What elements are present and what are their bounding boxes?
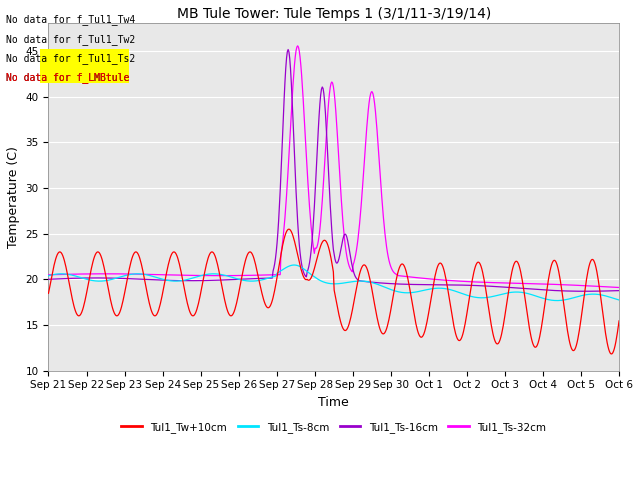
Text: No data for f_Tul1_Tw4: No data for f_Tul1_Tw4 bbox=[6, 14, 136, 25]
Text: No data for f_Tul1_Tw2: No data for f_Tul1_Tw2 bbox=[6, 34, 136, 45]
Text: No data for f_LMBtule: No data for f_LMBtule bbox=[6, 72, 130, 83]
X-axis label: Time: Time bbox=[318, 396, 349, 409]
Title: MB Tule Tower: Tule Temps 1 (3/1/11-3/19/14): MB Tule Tower: Tule Temps 1 (3/1/11-3/19… bbox=[177, 7, 491, 21]
Legend: Tul1_Tw+10cm, Tul1_Ts-8cm, Tul1_Ts-16cm, Tul1_Ts-32cm: Tul1_Tw+10cm, Tul1_Ts-8cm, Tul1_Ts-16cm,… bbox=[117, 418, 550, 437]
FancyBboxPatch shape bbox=[40, 49, 129, 83]
Text: No data for f_Tul1_Ts2: No data for f_Tul1_Ts2 bbox=[6, 53, 136, 64]
Y-axis label: Temperature (C): Temperature (C) bbox=[7, 146, 20, 248]
Text: No data for f_LMBtule: No data for f_LMBtule bbox=[6, 72, 130, 83]
